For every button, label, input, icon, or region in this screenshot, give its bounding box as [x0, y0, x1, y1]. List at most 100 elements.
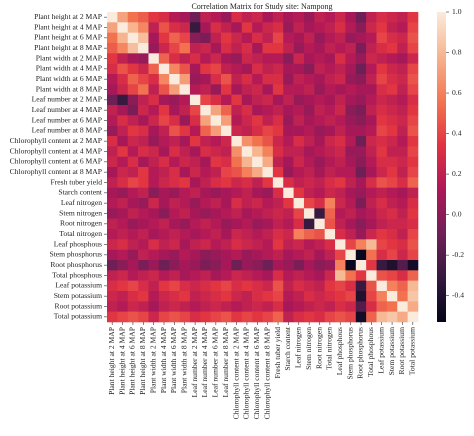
- heatmap-cell: [272, 311, 284, 323]
- x-tick-label: Plant width at 8 MAP: [180, 327, 189, 393]
- heatmap-cell: [200, 63, 211, 75]
- y-tick-label: Total potassium: [54, 312, 102, 321]
- heatmap-cell: [169, 63, 180, 75]
- heatmap-cell: [241, 301, 253, 312]
- heatmap-cell: [117, 167, 129, 178]
- heatmap-cell: [158, 94, 170, 106]
- heatmap-cell: [117, 22, 129, 33]
- heatmap-cell: [345, 136, 357, 147]
- heatmap-cell: [376, 229, 388, 240]
- heatmap-cell: [117, 94, 129, 106]
- y-tick-label: Plant height at 6 MAP: [34, 33, 102, 42]
- heatmap-cell: [231, 260, 243, 271]
- heatmap-cell: [241, 156, 253, 168]
- heatmap-cell: [138, 84, 149, 95]
- heatmap-cell: [272, 63, 284, 75]
- heatmap-cell: [148, 301, 160, 312]
- heatmap-cell: [366, 63, 377, 75]
- heatmap-cell: [127, 94, 139, 106]
- heatmap-cell: [127, 249, 139, 261]
- heatmap-cell: [303, 84, 315, 95]
- heatmap-cell: [200, 53, 211, 64]
- heatmap-cell: [324, 187, 336, 199]
- x-tick-label: Plant width at 2 MAP: [148, 327, 157, 393]
- heatmap-cell: [221, 291, 232, 302]
- heatmap-cell: [376, 249, 388, 261]
- heatmap-cell: [148, 74, 160, 85]
- heatmap-cell: [314, 187, 325, 199]
- heatmap-cell: [407, 12, 419, 23]
- heatmap-cell: [293, 22, 305, 33]
- heatmap-cell: [138, 74, 149, 85]
- heatmap-cell: [293, 53, 305, 64]
- heatmap-cell: [283, 125, 294, 137]
- heatmap-cell: [169, 187, 180, 199]
- heatmap-cell: [179, 187, 191, 199]
- heatmap-cell: [314, 115, 325, 126]
- y-tick-label: Total phosphous: [52, 270, 102, 279]
- heatmap-cell: [127, 84, 139, 95]
- heatmap-cell: [252, 270, 263, 281]
- heatmap-cell: [148, 249, 160, 261]
- heatmap-cell: [324, 12, 336, 23]
- heatmap-cell: [335, 260, 346, 271]
- heatmap-cell: [148, 198, 160, 209]
- heatmap-cell: [138, 291, 149, 302]
- heatmap-cell: [293, 280, 305, 292]
- heatmap-cell: [303, 146, 315, 157]
- heatmap-cell: [189, 229, 201, 240]
- heatmap-cell: [117, 84, 129, 95]
- heatmap-cell: [210, 229, 222, 240]
- x-tick-label: Leaf phosphous: [335, 327, 344, 375]
- heatmap-cell: [252, 32, 263, 44]
- heatmap-cell: [386, 198, 398, 209]
- y-tick-label: Root phosphorus: [50, 260, 102, 269]
- heatmap-cell: [335, 12, 346, 23]
- heatmap-cell: [262, 270, 274, 281]
- heatmap-cell: [221, 74, 232, 85]
- heatmap-cell: [148, 270, 160, 281]
- y-tick-label: Plant height at 8 MAP: [34, 43, 102, 52]
- heatmap-cell: [169, 301, 180, 312]
- heatmap-cell: [169, 270, 180, 281]
- heatmap-cell: [231, 167, 243, 178]
- heatmap-cell: [386, 136, 398, 147]
- heatmap-cell: [386, 53, 398, 64]
- heatmap-cell: [335, 218, 346, 230]
- heatmap-cell: [293, 239, 305, 250]
- heatmap-cell: [169, 280, 180, 292]
- heatmap-cell: [241, 177, 253, 188]
- heatmap-cell: [231, 270, 243, 281]
- heatmap-cell: [200, 260, 211, 271]
- heatmap-cell: [397, 74, 408, 85]
- y-tick-label: Leaf number at 8 MAP: [32, 126, 102, 135]
- heatmap-cell: [200, 12, 211, 23]
- heatmap-cell: [386, 301, 398, 312]
- heatmap-cell: [252, 74, 263, 85]
- heatmap-cell: [293, 74, 305, 85]
- y-tick-label: Plant width at 8 MAP: [36, 84, 102, 93]
- heatmap-cell: [138, 43, 149, 54]
- heatmap-cell: [127, 74, 139, 85]
- heatmap-cell: [158, 187, 170, 199]
- heatmap-cell: [200, 146, 211, 157]
- heatmap-cell: [262, 249, 274, 261]
- heatmap-cell: [314, 198, 325, 209]
- heatmap-cell: [221, 32, 232, 44]
- heatmap-cell: [345, 156, 357, 168]
- heatmap-cell: [376, 32, 388, 44]
- heatmap-cell: [293, 12, 305, 23]
- heatmap-cell: [293, 105, 305, 116]
- heatmap-cell: [397, 115, 408, 126]
- heatmap-cell: [169, 115, 180, 126]
- heatmap-cell: [241, 32, 253, 44]
- heatmap-cell: [117, 115, 129, 126]
- heatmap-cell: [386, 43, 398, 54]
- heatmap-cell: [138, 218, 149, 230]
- heatmap-cell: [189, 94, 201, 106]
- heatmap-cell: [138, 229, 149, 240]
- heatmap-cell: [107, 74, 118, 85]
- heatmap-cell: [158, 74, 170, 85]
- heatmap-cell: [345, 125, 357, 137]
- heatmap-cell: [314, 125, 325, 137]
